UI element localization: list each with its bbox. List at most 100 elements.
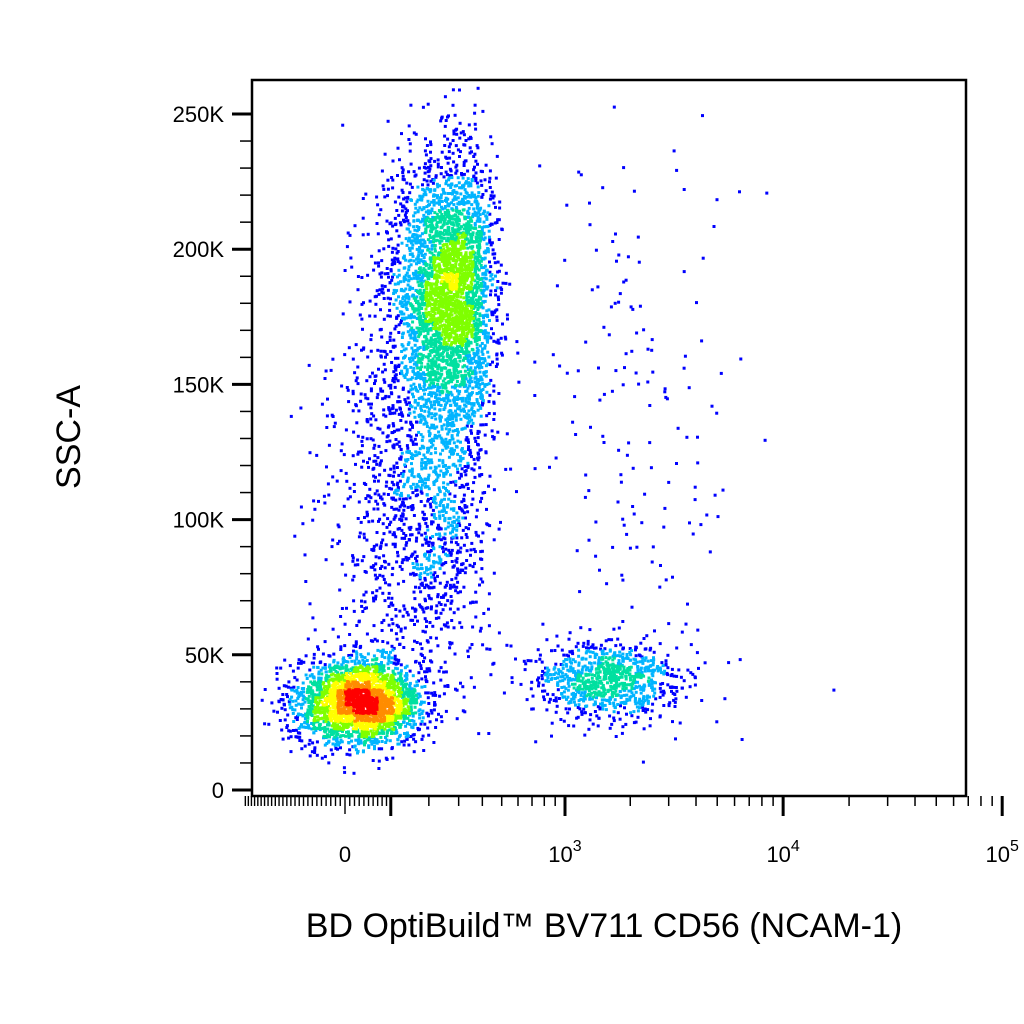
- data-point: [331, 742, 335, 746]
- data-point: [400, 494, 404, 498]
- data-point: [391, 542, 395, 546]
- data-point: [454, 206, 458, 209]
- data-point: [621, 687, 625, 691]
- data-point: [478, 404, 482, 408]
- data-point: [385, 651, 388, 654]
- data-point: [488, 474, 492, 478]
- data-point: [429, 636, 433, 640]
- data-point: [577, 699, 581, 703]
- data-point: [494, 176, 498, 180]
- data-point: [608, 714, 612, 718]
- data-point: [482, 210, 486, 214]
- data-point: [389, 331, 393, 335]
- data-point: [402, 743, 406, 747]
- data-point: [286, 713, 290, 717]
- data-point: [433, 364, 437, 367]
- data-point: [667, 622, 671, 626]
- data-point: [455, 511, 459, 515]
- data-point: [380, 564, 384, 568]
- data-point: [455, 380, 459, 383]
- data-point: [713, 493, 717, 497]
- data-point: [618, 690, 622, 693]
- data-point: [492, 194, 496, 198]
- data-point: [320, 756, 324, 760]
- data-point: [524, 662, 528, 666]
- data-point: [485, 287, 489, 291]
- data-point: [484, 450, 488, 454]
- data-point: [426, 170, 430, 174]
- data-point: [710, 404, 714, 408]
- data-point: [285, 693, 289, 696]
- data-point: [409, 316, 413, 320]
- data-point: [492, 389, 496, 393]
- data-point: [428, 720, 432, 724]
- data-point: [463, 504, 467, 507]
- data-point: [621, 647, 625, 651]
- data-point: [450, 385, 454, 389]
- data-point: [403, 482, 407, 486]
- data-point: [347, 346, 351, 350]
- data-point: [288, 664, 292, 668]
- data-point: [342, 766, 346, 770]
- data-point: [421, 354, 425, 358]
- data-point: [412, 573, 416, 577]
- data-point: [405, 308, 409, 311]
- data-point: [602, 325, 606, 329]
- data-point: [402, 646, 406, 649]
- data-point: [473, 339, 477, 343]
- data-point: [379, 450, 383, 454]
- data-point: [299, 659, 303, 663]
- data-point: [475, 343, 479, 346]
- data-point: [448, 202, 451, 206]
- data-point: [377, 213, 381, 217]
- data-point: [422, 385, 426, 389]
- data-point: [658, 686, 662, 690]
- data-point: [588, 697, 592, 701]
- data-point: [455, 428, 459, 431]
- data-point: [468, 374, 472, 378]
- data-point: [492, 571, 496, 575]
- data-point: [303, 717, 307, 720]
- data-point: [439, 538, 443, 542]
- data-point: [609, 305, 613, 309]
- data-point: [356, 558, 360, 562]
- data-point: [405, 368, 409, 372]
- data-point: [449, 215, 453, 219]
- data-point: [531, 694, 535, 698]
- data-point: [297, 735, 300, 739]
- data-point: [561, 663, 565, 667]
- data-point: [497, 527, 501, 531]
- data-point: [377, 249, 381, 253]
- data-point: [283, 718, 287, 722]
- data-point: [432, 681, 436, 685]
- data-point: [442, 399, 446, 403]
- data-point: [682, 679, 686, 683]
- data-point: [474, 590, 478, 594]
- data-point: [425, 205, 429, 209]
- data-point: [607, 333, 611, 337]
- data-point: [429, 709, 433, 713]
- data-point: [469, 219, 473, 223]
- data-point: [415, 307, 419, 311]
- data-point: [490, 310, 494, 314]
- data-point: [666, 683, 670, 687]
- data-point: [365, 419, 369, 423]
- data-point: [444, 670, 448, 674]
- data-point: [434, 239, 437, 243]
- data-point: [473, 360, 477, 364]
- data-point: [353, 662, 357, 666]
- data-point: [419, 375, 423, 379]
- data-point: [420, 408, 423, 412]
- data-point: [482, 371, 486, 375]
- data-point: [331, 627, 335, 631]
- data-point: [612, 719, 616, 723]
- data-point: [395, 209, 399, 212]
- data-point: [505, 432, 509, 436]
- data-point: [467, 181, 471, 185]
- data-point: [383, 559, 386, 563]
- data-point: [449, 552, 453, 556]
- data-point: [488, 393, 492, 397]
- data-point: [391, 275, 394, 279]
- data-point: [404, 347, 408, 351]
- data-point: [301, 702, 305, 706]
